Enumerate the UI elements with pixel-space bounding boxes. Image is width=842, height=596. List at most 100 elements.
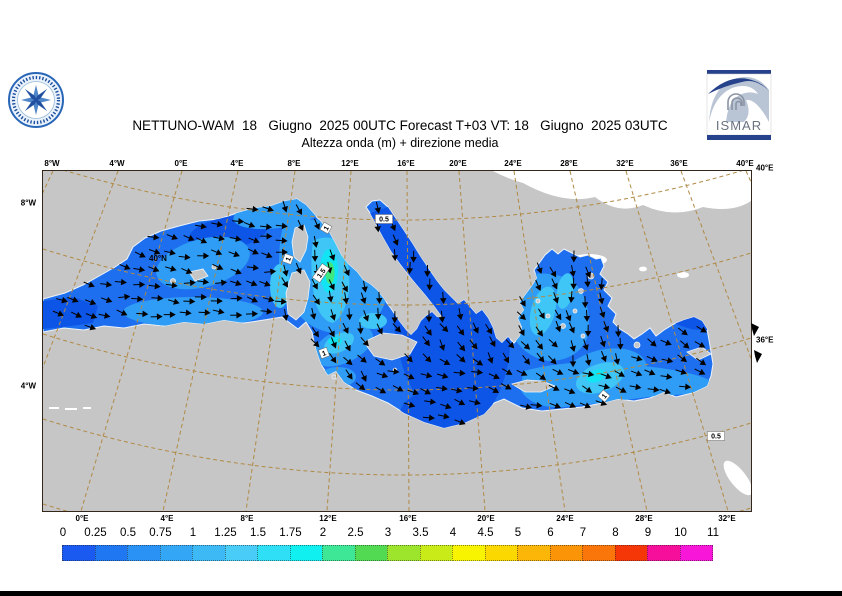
colorbar-cell [127,545,161,561]
island-crete [510,379,557,393]
ismar-wave-icon: ISMAR [706,70,772,140]
colorbar-tick-label: 2 [319,527,327,539]
axis-tick-label: 12°E [341,159,359,168]
ismar-logo: ISMAR [706,70,772,140]
colorbar-tick-label: 9 [644,527,652,539]
colorbar-cell [94,545,128,561]
colorbar-cell [679,545,713,561]
axis-tick-label: 8°E [240,514,254,523]
colorbar-cell [387,545,421,561]
latitude-label-40n: 40°N [149,254,167,263]
axis-tick-label: 24°E [504,159,522,168]
axis-tick-label: 8°E [287,159,301,168]
axis-tick-label: 36°E [756,335,774,345]
contour-label: 1 [282,253,294,265]
contour-label: 1 [319,221,333,235]
colorbar-cell [257,545,291,561]
axis-tick-label: 20°E [449,159,467,168]
axis-tick-label: 4°W [109,159,125,168]
colorbar-cell [354,545,388,561]
axis-tick-label: 20°E [477,514,495,523]
footer-bar [0,591,842,596]
colorbar-cell [647,545,681,561]
aeronautica-meteo-logo [8,72,64,128]
colorbar-tick-label: 3.5 [412,527,429,539]
colorbar-cell [289,545,323,561]
colorbar-cell [614,545,648,561]
edge-marker-arrow-icon [751,323,759,336]
compass-rose-icon [8,72,64,128]
axis-tick-label: 36°E [670,159,688,168]
island-cyprus [686,346,712,361]
svg-text:1: 1 [601,393,609,401]
colorbar-tick-label: 4.5 [477,527,494,539]
colorbar-tick-label: 11 [707,527,719,539]
colorbar-cell [484,545,518,561]
colorbar-tick-label: 4 [449,527,457,539]
axis-tick-label: 24°E [556,514,574,523]
colorbar-tick-label: 3 [384,527,392,539]
axis-tick-label: 40°E [736,159,754,168]
colorbar-cell [452,545,486,561]
svg-text:1: 1 [321,350,327,358]
svg-text:1: 1 [323,225,331,232]
axis-tick-label: 8°W [44,159,60,168]
island-sardinia [285,269,311,321]
svg-text:1: 1 [285,256,293,262]
page-subtitle: Altezza onda (m) + direzione media [301,136,499,150]
colorbar-cell [517,545,551,561]
axis-tick-label: 32°E [616,159,634,168]
ismar-logo-text: ISMAR [716,118,762,133]
contour-labels: 0.5 1 1 1.5 1 1 0.5 [282,214,725,441]
axis-tick-label: 28°E [560,159,578,168]
axis-tick-label: 28°E [635,514,653,523]
colorbar-tick-label: 7 [579,527,587,539]
axis-tick-label: 0°E [75,514,89,523]
colorbar-cell [582,545,616,561]
axis-tick-label: 32°E [718,514,736,523]
mediterranean-wave-map: 0.5 1 1 1.5 1 1 0.5 40°N [0,163,842,561]
edge-marker-arrow-icon [754,350,762,363]
colorbar-cell [419,545,453,561]
axis-tick-label: 12°E [319,514,337,523]
colorbar-tick-label: 0.25 [84,527,107,539]
page-title: NETTUNO-WAM 18 Giugno 2025 00UTC Forecas… [132,118,668,133]
island-mallorca [188,268,209,282]
svg-text:0.5: 0.5 [379,217,389,224]
colorbar-tick-label: 0 [59,527,67,539]
colorbar-cell [322,545,356,561]
axis-tick-label: 16°E [397,159,415,168]
graticule [0,163,842,561]
colorbar-tick-label: 2.5 [347,527,364,539]
axis-tick-label: 8°W [20,198,36,208]
axis-tick-label: 0°E [174,159,188,168]
colorbar-cell [549,545,583,561]
colorbar-tick-label: 10 [674,527,687,539]
contour-label: 1 [597,389,611,403]
svg-text:0.5: 0.5 [711,434,721,441]
colorbar-cell [62,545,96,561]
axis-tick-label: 4°E [230,159,244,168]
colorbar-cell [224,545,258,561]
svg-text:1.5: 1.5 [316,268,327,280]
islands [170,224,712,393]
island-sicily [363,332,418,361]
colorbar-tick-label: 1.25 [214,527,237,539]
axis-tick-label: 16°E [399,514,417,523]
colorbar-tick-label: 8 [612,527,619,539]
colorbar-tick-label: 6 [547,527,554,539]
contour-label: 1.5 [312,263,330,283]
colorbar-tick-label: 0.5 [120,527,136,539]
colorbar-tick-label: 5 [514,527,522,539]
colorbar-tick-label: 1.5 [250,527,266,539]
contour-label: 1 [318,347,330,359]
wave-height-legend: 0 0.25 0.5 0.75 1 1.25 1.5 1.75 2 2.5 3 3.5 4 4.5 5 6 7 8… [0,527,842,567]
island-rhodes [633,341,641,349]
contour-label: 0.5 [375,214,393,224]
colorbar-cell [159,545,193,561]
axis-tick-label: 40°E [756,163,774,173]
island-corsica [291,224,309,263]
contour-label: 0.5 [707,431,725,441]
